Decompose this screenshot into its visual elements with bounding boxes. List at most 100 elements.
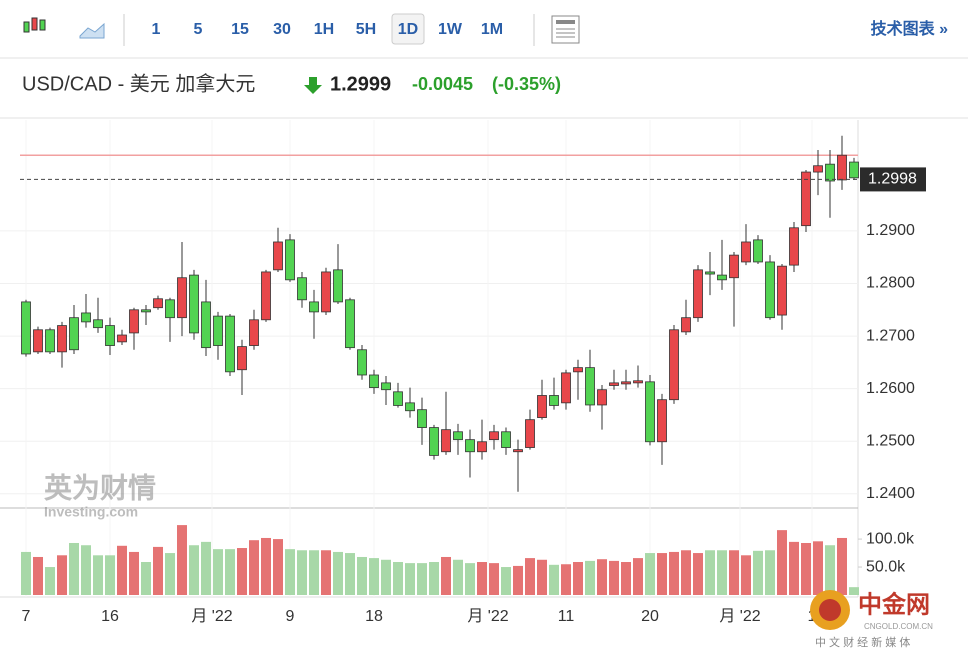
- candle-body: [297, 277, 307, 301]
- volume-bar: [57, 555, 67, 595]
- candle-body: [813, 165, 823, 173]
- x-tick-label: 20: [641, 608, 659, 625]
- volume-bar: [789, 541, 799, 595]
- volume-bar: [129, 551, 139, 595]
- candle-body: [585, 367, 595, 406]
- volume-bar: [213, 549, 223, 595]
- candle-body: [705, 271, 715, 275]
- volume-bar: [261, 537, 271, 595]
- candle-body: [789, 227, 799, 266]
- volume-bar: [453, 559, 463, 595]
- volume-bar: [165, 553, 175, 595]
- candle-body: [357, 349, 367, 376]
- volume-bar: [501, 567, 511, 595]
- volume-bar: [681, 550, 691, 595]
- candle-body: [729, 254, 739, 279]
- y-tick-label: 1.2400: [866, 485, 915, 502]
- volume-bar: [285, 549, 295, 595]
- candle-body: [801, 171, 811, 227]
- volume-bar: [657, 553, 667, 595]
- volume-bar: [837, 537, 847, 595]
- candle-body: [753, 239, 763, 263]
- candle-body: [573, 367, 583, 373]
- volume-bar: [177, 525, 187, 595]
- candle-body: [105, 325, 115, 346]
- interval-button[interactable]: 1H: [314, 21, 334, 38]
- candle-body: [201, 301, 211, 349]
- x-tick-label: 18: [365, 608, 383, 625]
- x-tick-label: 9: [286, 608, 295, 625]
- candle-body: [693, 269, 703, 319]
- volume-bar: [237, 548, 247, 595]
- interval-button[interactable]: 5: [194, 21, 203, 38]
- candle-body: [777, 265, 787, 316]
- volume-bar: [357, 556, 367, 595]
- candle-body: [261, 271, 271, 321]
- volume-bar: [381, 559, 391, 595]
- y-tick-label: 1.2800: [866, 275, 915, 292]
- candle-body: [405, 402, 415, 412]
- volume-bar: [573, 562, 583, 595]
- area-icon[interactable]: [79, 22, 105, 39]
- volume-bar: [309, 550, 319, 595]
- candle-body: [453, 431, 463, 441]
- volume-bar: [69, 542, 79, 595]
- volume-bar: [717, 550, 727, 595]
- volume-tick-label: 100.0k: [866, 530, 915, 547]
- interval-button[interactable]: 30: [273, 21, 291, 38]
- volume-bar: [525, 558, 535, 595]
- candle-body: [177, 277, 187, 319]
- interval-button[interactable]: 1D: [398, 21, 418, 38]
- volume-bar: [537, 559, 547, 595]
- interval-button[interactable]: 15: [231, 21, 249, 38]
- volume-bar: [321, 550, 331, 595]
- candle-body: [189, 274, 199, 334]
- change: -0.0045: [412, 74, 473, 94]
- candle-icon[interactable]: [23, 17, 46, 33]
- volume-bar: [741, 555, 751, 595]
- candle-body: [117, 334, 127, 343]
- volume-bar: [597, 559, 607, 595]
- table-icon[interactable]: [551, 15, 580, 44]
- interval-button[interactable]: 1M: [481, 21, 503, 38]
- candle-body: [393, 391, 403, 406]
- candle-body: [129, 309, 139, 334]
- candle-body: [429, 427, 439, 456]
- volume-bar: [561, 564, 571, 595]
- technical-link[interactable]: 技术图表 »: [871, 19, 948, 38]
- volume-bar: [153, 546, 163, 595]
- volume-bar: [345, 553, 355, 595]
- candle-body: [645, 381, 655, 443]
- candle-body: [765, 261, 775, 319]
- volume-bar: [705, 550, 715, 595]
- y-tick-label: 1.2600: [866, 380, 915, 397]
- volume-bar: [141, 562, 151, 595]
- interval-button[interactable]: 1: [152, 21, 161, 38]
- candle-body: [333, 269, 343, 303]
- x-tick-label: 月 '22: [191, 608, 232, 625]
- volume-bar: [549, 564, 559, 595]
- price: 1.2999: [330, 73, 391, 95]
- volume-bar: [33, 556, 43, 595]
- x-tick-label: 月 '22: [467, 608, 508, 625]
- y-tick-label: 1.2900: [866, 222, 915, 239]
- logo-tagline: 中 文 财 经 新 媒 体: [815, 635, 910, 649]
- volume-bar: [105, 555, 115, 595]
- volume-bar: [765, 550, 775, 595]
- candle-body: [309, 301, 319, 313]
- y-tick-label: 1.2700: [866, 327, 915, 344]
- volume-bar: [45, 567, 55, 595]
- volume-bar: [369, 558, 379, 595]
- candle-body: [417, 409, 427, 428]
- down-arrow: [304, 77, 322, 94]
- candle-body: [345, 299, 355, 349]
- candle-body: [657, 399, 667, 443]
- volume-bar: [249, 540, 259, 595]
- interval-button[interactable]: 1W: [438, 21, 463, 38]
- volume-bar: [117, 545, 127, 595]
- candle-body: [513, 449, 523, 453]
- candle-body: [369, 374, 379, 389]
- volume-bar: [201, 541, 211, 595]
- interval-button[interactable]: 5H: [356, 21, 376, 38]
- watermark-brand: 英为财情: [44, 472, 156, 503]
